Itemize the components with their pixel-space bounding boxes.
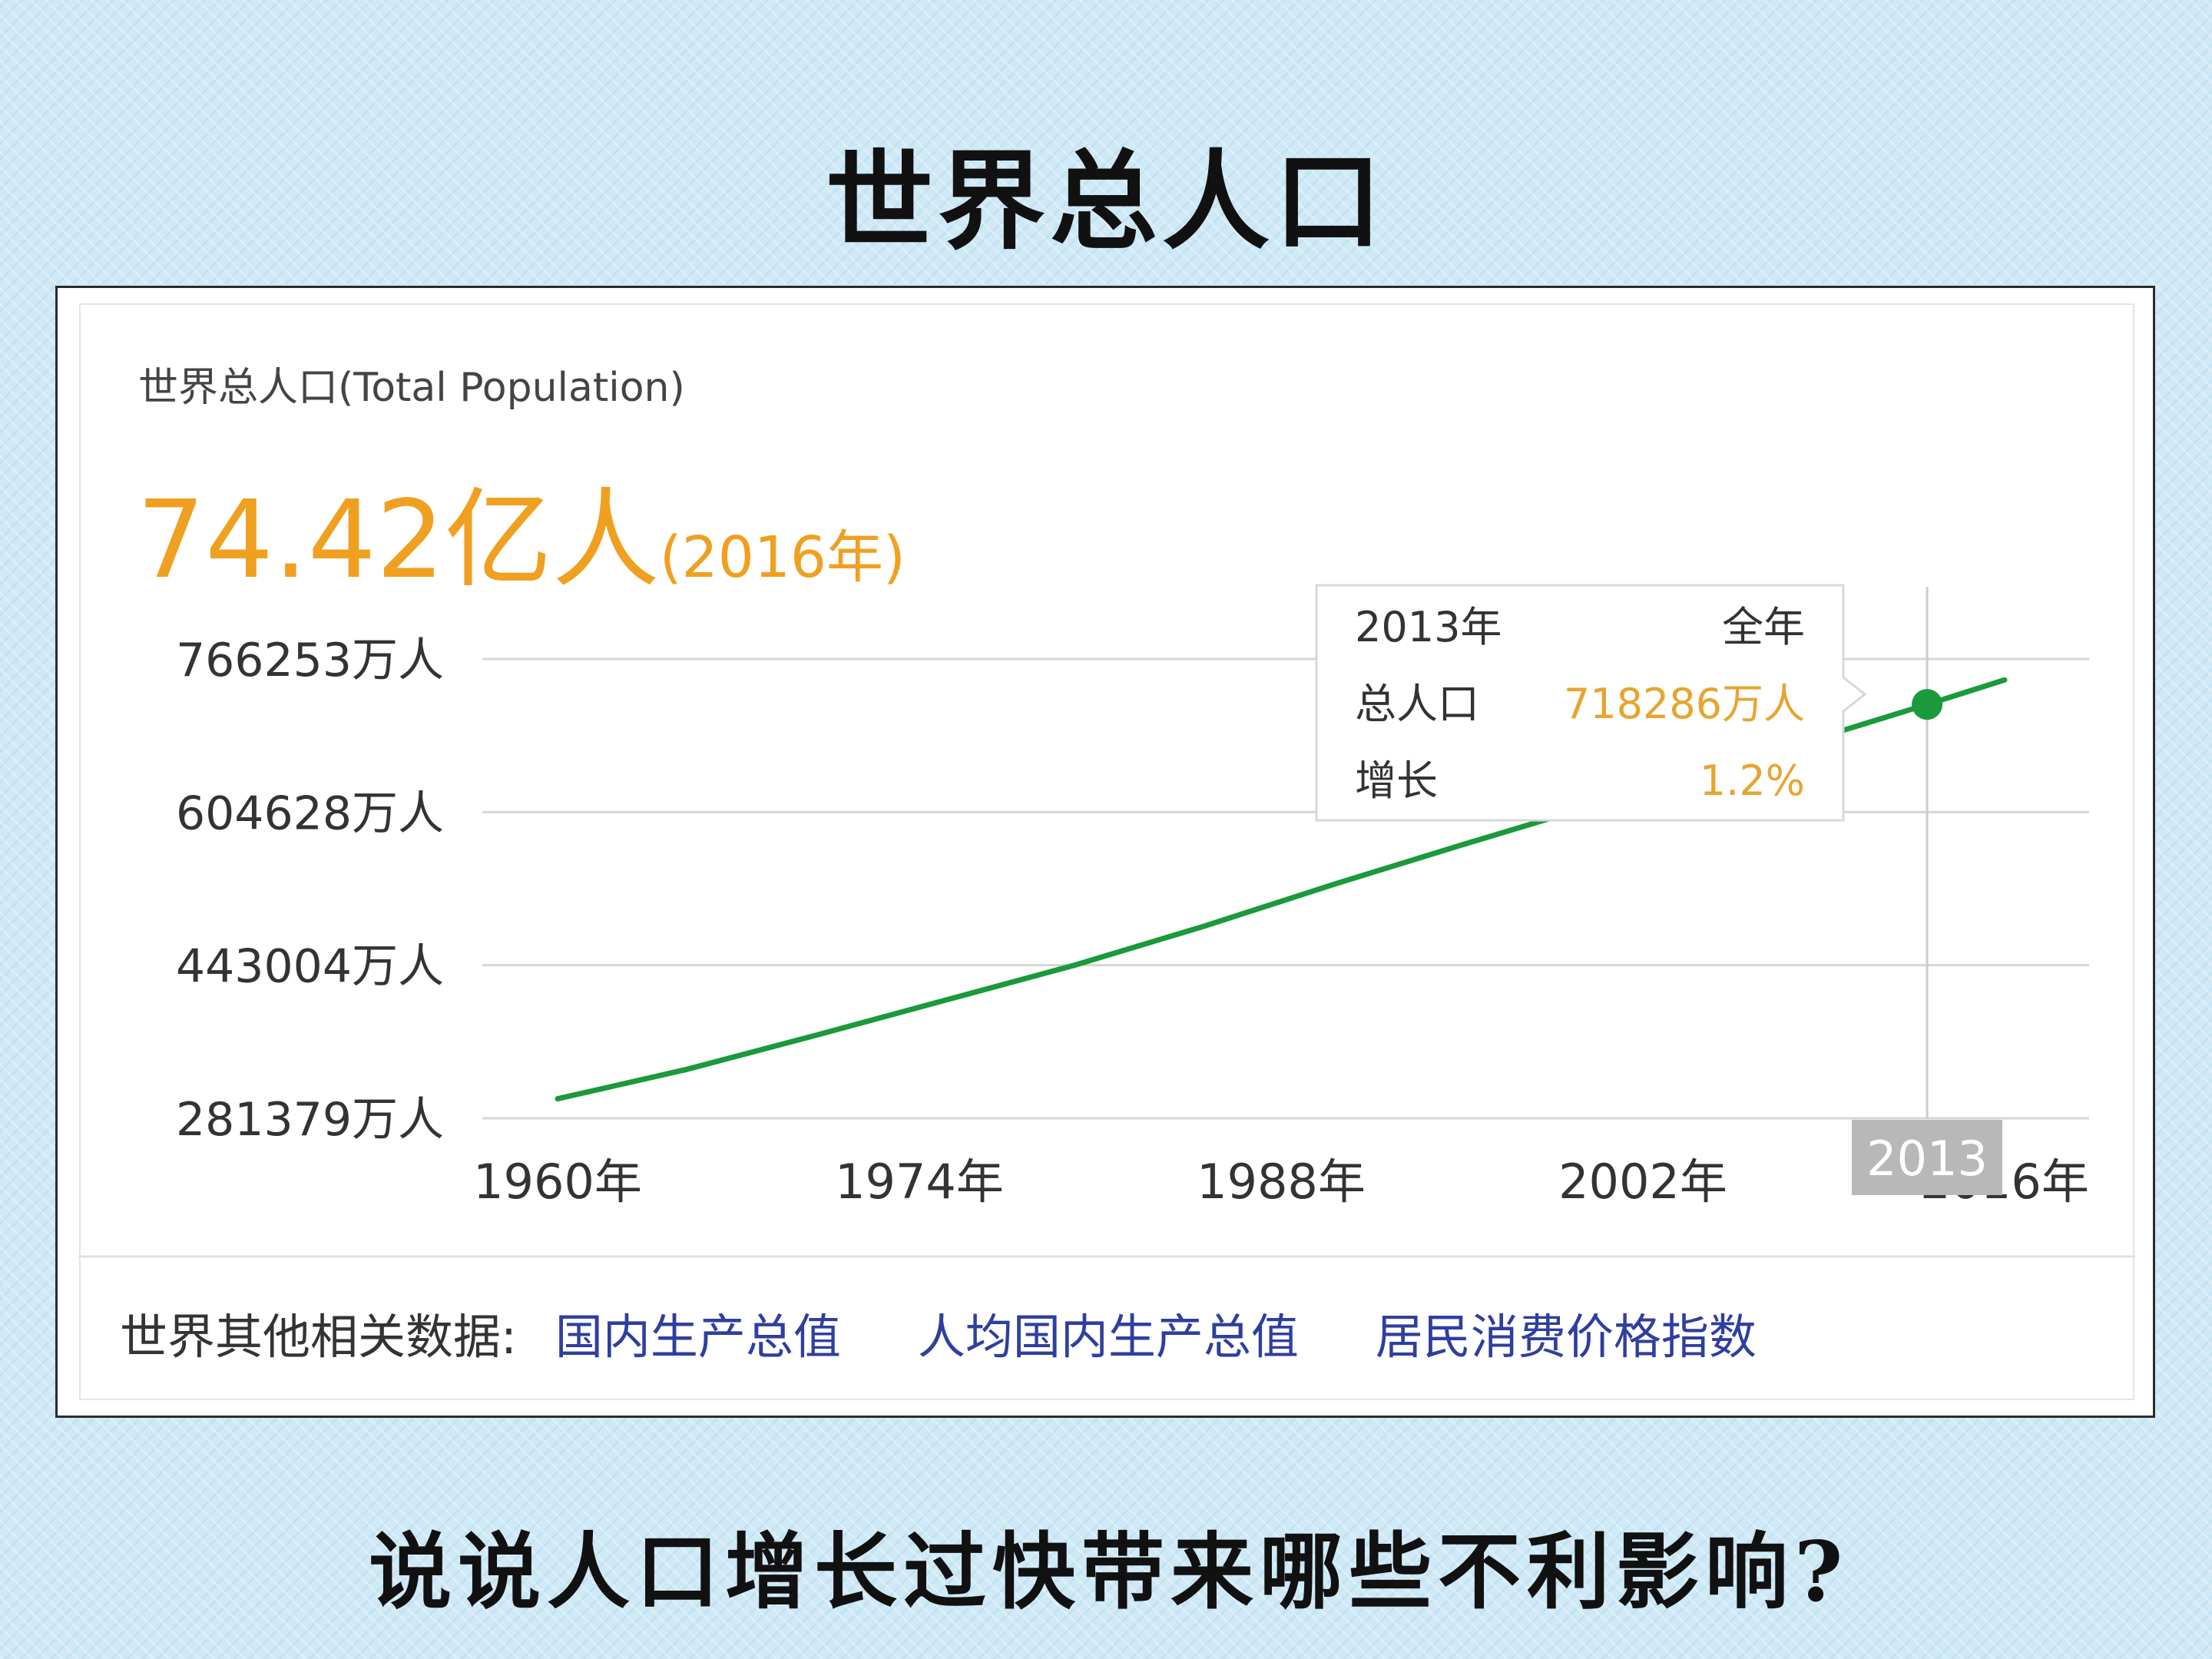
headline-year: (2016年) — [659, 525, 906, 591]
footer-related-data: 世界其他相关数据: 国内生产总值 人均国内生产总值 居民消费价格指数 — [120, 1298, 1757, 1367]
tooltip-year: 2013年 — [1355, 603, 1502, 651]
y-tick-label: 443004万人 — [176, 940, 444, 994]
y-tick-labels: 766253万人 604628万人 443004万人 281379万人 — [176, 634, 444, 1147]
y-tick-label: 281379万人 — [176, 1093, 444, 1147]
series-line-total-population — [555, 677, 2008, 1102]
link-gdp[interactable]: 国内生产总值 — [555, 1309, 841, 1365]
link-cpi[interactable]: 居民消费价格指数 — [1375, 1309, 1757, 1365]
y-tick-label: 604628万人 — [176, 786, 444, 840]
tooltip-population-label: 总人口 — [1355, 680, 1479, 728]
headline-population: 74.42亿人(2016年) — [137, 453, 906, 608]
tooltip-growth-label: 增长 — [1355, 757, 1438, 805]
x-tick-label: 1974年 — [835, 1154, 1004, 1210]
tooltip-population-value: 718286万人 — [1564, 680, 1805, 728]
x-axis-hover-marker-box — [1852, 1120, 2003, 1195]
chart-panel — [55, 286, 2155, 1418]
x-axis-hover-marker-label: 2013 — [1866, 1131, 1988, 1187]
tooltip-box — [1315, 584, 1867, 822]
discussion-question: 说说人口增长过快带来哪些不利影响? — [369, 1524, 1849, 1621]
x-axis-hover-marker: 2013 — [1852, 1120, 2003, 1195]
x-tick-label: 2002年 — [1558, 1154, 1727, 1210]
footer-label: 世界其他相关数据: — [120, 1309, 517, 1365]
tooltip-growth-value: 1.2% — [1700, 757, 1805, 805]
headline-value: 74.42亿人 — [137, 478, 660, 603]
chart-title: 世界总人口(Total Population) — [138, 365, 685, 411]
x-tick-label: 1988年 — [1197, 1154, 1366, 1210]
x-tick-label: 1960年 — [473, 1154, 642, 1210]
tooltip-period: 全年 — [1722, 603, 1805, 651]
y-tick-label: 766253万人 — [176, 634, 444, 687]
highlight-point[interactable] — [1912, 689, 1943, 720]
link-gdp-per-capita[interactable]: 人均国内生产总值 — [917, 1309, 1299, 1365]
chart-panel-inner-border — [79, 303, 2134, 1400]
x-tick-labels: 1960年 1974年 1988年 2002年 2016年 — [473, 1154, 2089, 1210]
slide-title: 世界总人口 — [825, 139, 1386, 265]
tooltip: 2013年 全年 总人口 718286万人 增长 1.2% — [1315, 584, 1867, 822]
